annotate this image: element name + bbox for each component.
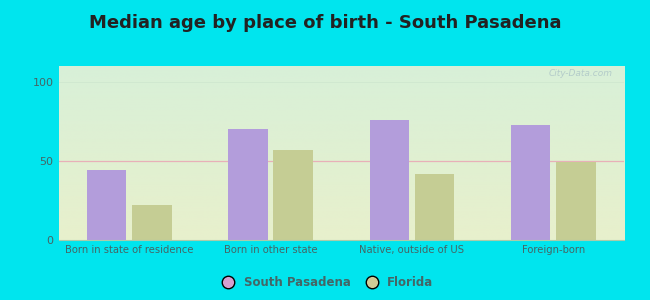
Text: Median age by place of birth - South Pasadena: Median age by place of birth - South Pas…	[89, 14, 561, 32]
Bar	[511, 124, 551, 240]
Bar	[369, 120, 409, 240]
Legend: South Pasadena, Florida: South Pasadena, Florida	[212, 272, 438, 294]
Bar	[556, 163, 595, 240]
Bar	[86, 170, 126, 240]
Bar	[228, 129, 268, 240]
Text: City-Data.com: City-Data.com	[549, 70, 613, 79]
Bar	[274, 150, 313, 240]
Bar	[132, 205, 172, 240]
Bar	[415, 174, 454, 240]
